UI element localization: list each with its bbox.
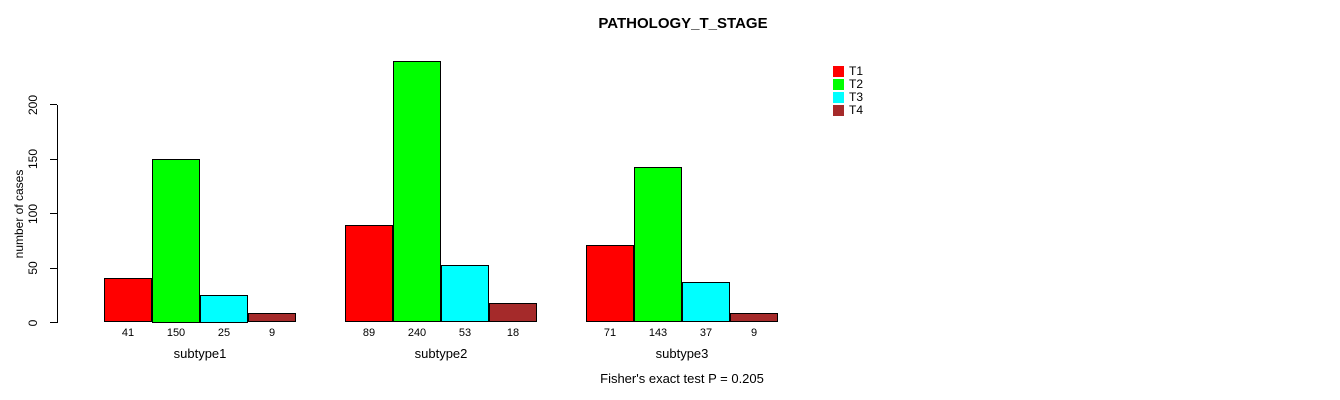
bar-t3-subtype1 (200, 295, 248, 323)
legend-item-t3: T3 (833, 91, 863, 104)
annotation-text: Fisher's exact test P = 0.205 (600, 371, 764, 386)
bar-t2-subtype2 (393, 60, 441, 323)
bar-value-label: 240 (407, 327, 427, 339)
bar-t1-subtype1 (104, 277, 152, 323)
category-label-subtype1: subtype1 (173, 346, 227, 361)
legend-item-t2: T2 (833, 78, 863, 91)
legend-label: T1 (849, 64, 864, 78)
legend-item-t1: T1 (833, 65, 863, 78)
legend-item-t4: T4 (833, 104, 863, 117)
bar-t2-subtype1 (152, 159, 200, 323)
y-axis-label: number of cases (12, 169, 26, 259)
legend-label: T4 (849, 103, 864, 117)
bar-value-label: 37 (699, 327, 713, 339)
chart-title: PATHOLOGY_T_STAGE (598, 15, 768, 32)
bar-t4-subtype3 (730, 312, 778, 323)
bar-t3-subtype3 (682, 282, 730, 323)
bar-value-label: 9 (750, 327, 758, 339)
bar-t2-subtype3 (634, 166, 682, 323)
bar-value-label: 71 (603, 327, 617, 339)
y-axis-tick-label: 150 (26, 148, 40, 170)
y-axis-tick-label: 100 (26, 203, 40, 224)
bar-value-label: 89 (362, 327, 376, 339)
bar-value-label: 143 (648, 327, 668, 339)
bar-value-label: 41 (121, 327, 135, 339)
y-axis-tick (50, 213, 57, 214)
y-axis-line (57, 105, 58, 323)
legend: T1 T2 T3 T4 (833, 65, 863, 117)
y-axis-tick-label: 200 (26, 94, 40, 115)
y-axis-tick (50, 104, 57, 105)
legend-swatch-t4 (833, 105, 844, 116)
bar-value-label: 18 (506, 327, 520, 339)
category-label-subtype2: subtype2 (414, 346, 468, 361)
y-axis-tick-label: 50 (26, 261, 40, 275)
bar-t4-subtype1 (248, 312, 296, 323)
y-axis-tick (50, 267, 57, 269)
legend-swatch-t3 (833, 92, 844, 103)
category-label-subtype3: subtype3 (655, 346, 709, 361)
bar-value-label: 9 (268, 327, 276, 339)
y-axis-tick-label: 0 (26, 319, 40, 326)
legend-label: T3 (849, 90, 864, 104)
y-axis-tick (50, 322, 57, 323)
bar-t3-subtype2 (441, 264, 489, 323)
bar-t1-subtype2 (345, 225, 393, 323)
legend-swatch-t1 (833, 66, 844, 77)
bar-t1-subtype3 (586, 245, 634, 323)
legend-swatch-t2 (833, 79, 844, 90)
bar-t4-subtype2 (489, 302, 537, 323)
bar-value-label: 53 (458, 327, 472, 339)
bar-value-label: 25 (217, 327, 231, 339)
bar-value-label: 150 (166, 327, 186, 339)
y-axis-tick (50, 158, 57, 160)
legend-label: T2 (849, 77, 864, 91)
